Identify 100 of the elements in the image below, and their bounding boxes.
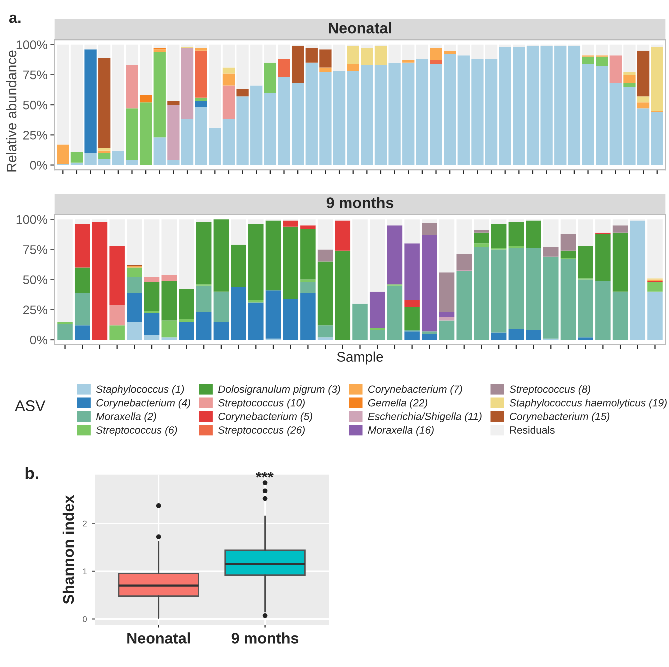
bar xyxy=(404,244,420,300)
bar xyxy=(110,326,125,340)
legend-title: ASV xyxy=(15,400,46,412)
bar xyxy=(491,220,507,224)
y-tick-label: 25% xyxy=(24,130,48,140)
bar xyxy=(387,286,403,340)
y-tick-label: 0% xyxy=(30,161,48,170)
bar xyxy=(127,220,142,266)
bar xyxy=(126,65,138,109)
bar xyxy=(110,305,125,326)
bar xyxy=(474,220,490,230)
bar xyxy=(637,50,650,97)
bar xyxy=(231,220,246,245)
bar xyxy=(370,292,386,328)
bar xyxy=(300,220,316,226)
bar xyxy=(474,230,490,233)
bar xyxy=(127,293,142,322)
bar xyxy=(456,220,472,255)
bar xyxy=(596,220,611,233)
text: b. xyxy=(26,467,38,480)
bar xyxy=(144,220,160,278)
bar xyxy=(422,223,438,236)
bar xyxy=(196,312,212,340)
bar xyxy=(624,83,636,87)
y-axis-title: Relative abundance xyxy=(6,50,17,172)
legend-label: Streptococcus (8) xyxy=(510,385,591,396)
bar xyxy=(195,101,208,108)
bar xyxy=(404,300,420,308)
bar xyxy=(374,46,388,66)
bar xyxy=(439,220,455,273)
bar xyxy=(300,293,316,340)
bar xyxy=(439,312,455,318)
bar xyxy=(370,330,386,340)
legend-label: Corynebacterium (15) xyxy=(510,412,610,422)
bar xyxy=(526,330,542,340)
bar xyxy=(127,322,142,340)
bar xyxy=(612,226,628,233)
bar xyxy=(474,244,490,248)
bar xyxy=(404,220,420,244)
bar xyxy=(430,60,442,64)
bar xyxy=(578,246,594,279)
bar xyxy=(648,282,663,292)
bar xyxy=(140,95,152,103)
bar xyxy=(648,220,663,279)
bar xyxy=(612,292,628,340)
bar xyxy=(318,262,334,326)
bar xyxy=(352,220,368,304)
annotation: *** xyxy=(256,472,274,478)
bar xyxy=(278,59,290,78)
bar xyxy=(610,56,622,84)
legend-label: Staphylococcus (1) xyxy=(96,385,184,396)
bar xyxy=(162,281,178,321)
bar xyxy=(162,320,178,338)
bar xyxy=(162,338,178,340)
bar xyxy=(543,220,559,248)
legend-label: Moraxella (2) xyxy=(96,412,156,422)
bar xyxy=(637,102,650,109)
bar xyxy=(98,58,111,148)
bar xyxy=(347,64,360,72)
x-axis-title: Sample xyxy=(337,352,384,365)
bar xyxy=(195,48,208,51)
bar xyxy=(57,144,70,164)
bar xyxy=(439,320,455,340)
bar xyxy=(154,52,166,138)
y-tick-label: 50% xyxy=(23,100,48,110)
bar xyxy=(578,280,594,338)
bar xyxy=(58,220,73,322)
bar xyxy=(491,332,507,340)
bar xyxy=(248,220,264,224)
bar xyxy=(318,220,334,250)
bar xyxy=(84,50,97,154)
bar xyxy=(144,314,160,336)
bar xyxy=(127,268,142,278)
bar xyxy=(248,224,264,300)
bar xyxy=(335,250,351,340)
legend-label: Escherichia/Shigella (11) xyxy=(368,412,482,422)
bar xyxy=(214,292,230,322)
bar xyxy=(474,247,490,340)
text: a. xyxy=(9,14,21,24)
bar xyxy=(651,112,664,166)
legend-label: Corynebacterium (5) xyxy=(218,412,312,422)
y-tick-label: 100% xyxy=(16,40,48,50)
bar xyxy=(651,47,664,112)
bar xyxy=(508,248,524,330)
bar xyxy=(231,287,246,340)
bar xyxy=(543,256,559,339)
bar xyxy=(300,282,316,294)
bar xyxy=(70,152,84,163)
bar xyxy=(144,335,160,340)
bar xyxy=(144,277,160,282)
bar xyxy=(162,220,178,275)
bar xyxy=(57,44,70,145)
bar xyxy=(179,220,194,290)
bar xyxy=(318,338,334,340)
bar xyxy=(439,272,455,312)
bar xyxy=(560,250,576,258)
y-tick-label: 75% xyxy=(24,246,48,254)
bar xyxy=(222,74,236,86)
bar xyxy=(543,247,559,257)
bar xyxy=(248,302,264,340)
